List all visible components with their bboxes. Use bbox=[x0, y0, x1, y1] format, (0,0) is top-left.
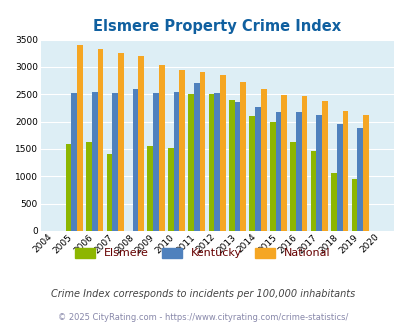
Bar bbox=[214, 93, 220, 231]
Bar bbox=[153, 93, 158, 231]
Text: © 2025 CityRating.com - https://www.cityrating.com/crime-statistics/: © 2025 CityRating.com - https://www.city… bbox=[58, 313, 347, 322]
Bar bbox=[173, 91, 179, 231]
Bar bbox=[97, 49, 103, 231]
Bar bbox=[199, 72, 205, 231]
Bar bbox=[362, 115, 368, 231]
Bar bbox=[112, 93, 118, 231]
Bar bbox=[255, 107, 260, 231]
Bar bbox=[147, 146, 153, 231]
Bar bbox=[118, 53, 124, 231]
Bar bbox=[132, 89, 138, 231]
Bar bbox=[269, 122, 275, 231]
Bar bbox=[158, 65, 164, 231]
Title: Elsmere Property Crime Index: Elsmere Property Crime Index bbox=[93, 19, 341, 34]
Bar bbox=[281, 95, 286, 231]
Bar bbox=[342, 111, 347, 231]
Bar bbox=[208, 94, 214, 231]
Bar bbox=[179, 70, 185, 231]
Bar bbox=[330, 173, 336, 231]
Legend: Elsmere, Kentucky, National: Elsmere, Kentucky, National bbox=[70, 243, 335, 263]
Bar bbox=[194, 83, 199, 231]
Bar bbox=[260, 89, 266, 231]
Bar bbox=[228, 100, 234, 231]
Bar bbox=[77, 45, 83, 231]
Bar bbox=[240, 82, 245, 231]
Bar bbox=[295, 112, 301, 231]
Bar bbox=[188, 94, 194, 231]
Bar bbox=[321, 101, 327, 231]
Bar bbox=[66, 144, 71, 231]
Bar bbox=[71, 93, 77, 231]
Bar bbox=[356, 128, 362, 231]
Bar bbox=[249, 116, 255, 231]
Bar bbox=[234, 102, 240, 231]
Bar bbox=[275, 112, 281, 231]
Bar bbox=[220, 75, 225, 231]
Bar bbox=[310, 150, 315, 231]
Bar bbox=[336, 124, 342, 231]
Text: Crime Index corresponds to incidents per 100,000 inhabitants: Crime Index corresponds to incidents per… bbox=[51, 289, 354, 299]
Bar bbox=[167, 148, 173, 231]
Bar bbox=[106, 154, 112, 231]
Bar bbox=[315, 115, 321, 231]
Bar bbox=[351, 179, 356, 231]
Bar bbox=[92, 92, 97, 231]
Bar bbox=[290, 143, 295, 231]
Bar bbox=[138, 56, 144, 231]
Bar bbox=[86, 143, 92, 231]
Bar bbox=[301, 96, 307, 231]
